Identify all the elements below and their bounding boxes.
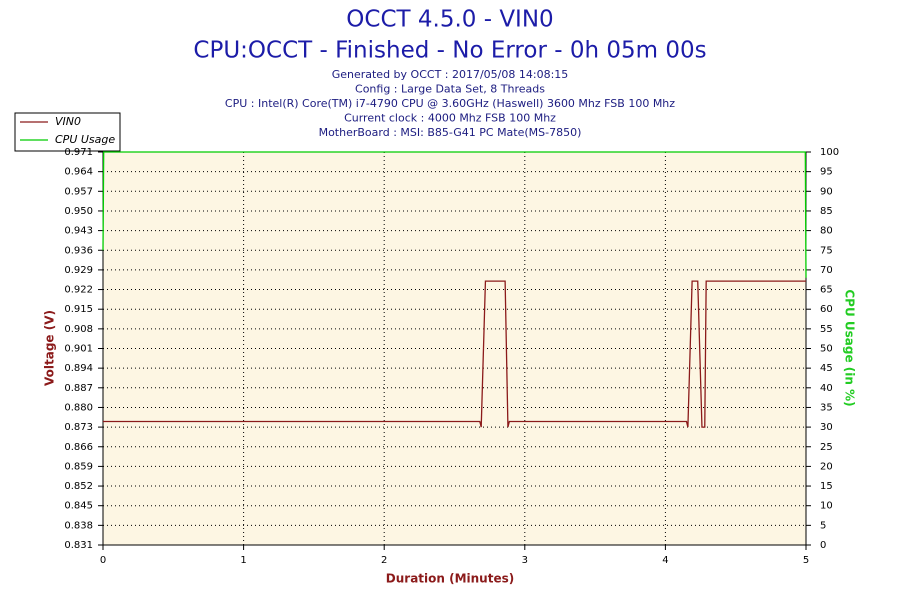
y2-tick-label: 100 (820, 147, 839, 158)
y2-tick-label: 60 (820, 304, 833, 315)
plot-area (102, 151, 807, 546)
y-tick-label: 0.950 (64, 206, 93, 217)
y-tick-label: 0.971 (64, 147, 93, 158)
y-tick-label: 0.831 (64, 540, 93, 551)
y2-tick-label: 5 (820, 520, 826, 531)
y-tick-label: 0.887 (64, 383, 93, 394)
x-tick-label: 4 (662, 555, 668, 566)
y2-tick-label: 25 (820, 442, 833, 453)
x-tick-label: 1 (240, 555, 246, 566)
y2-tick-label: 95 (820, 167, 833, 178)
y-tick-label: 0.915 (64, 304, 93, 315)
y2-tick-label: 40 (820, 383, 833, 394)
y2-tick-label: 20 (820, 461, 833, 472)
series-line (103, 280, 806, 428)
y-tick-label: 0.866 (64, 442, 93, 453)
y-tick-label: 0.894 (64, 363, 93, 374)
y2-tick-label: 10 (820, 501, 833, 512)
y-tick-label: 0.908 (64, 324, 93, 335)
info-line: Generated by OCCT : 2017/05/08 14:08:15 (332, 68, 569, 81)
y-tick-label: 0.845 (64, 501, 93, 512)
y-tick-label: 0.964 (64, 167, 93, 178)
legend (14, 112, 121, 152)
y2-tick-label: 45 (820, 363, 833, 374)
y-tick-label: 0.859 (64, 461, 93, 472)
info-line: MotherBoard : MSI: B85-G41 PC Mate(MS-78… (319, 126, 582, 139)
y2-tick-label: 35 (820, 402, 833, 413)
info-line: Config : Large Data Set, 8 Threads (355, 83, 545, 96)
y2-tick-label: 50 (820, 344, 833, 355)
y-tick-label: 0.929 (64, 265, 93, 276)
x-tick-label: 2 (381, 555, 387, 566)
chart-subtitle: CPU:OCCT - Finished - No Error - 0h 05m … (193, 38, 706, 64)
x-tick-label: 5 (803, 555, 809, 566)
y2-tick-label: 30 (820, 422, 833, 433)
legend-label: VIN0 (55, 115, 81, 128)
x-axis-title: Duration (Minutes) (386, 572, 514, 586)
series-line (102, 151, 807, 278)
y-tick-label: 0.943 (64, 226, 93, 237)
info-line: CPU : Intel(R) Core(TM) i7-4790 CPU @ 3.… (225, 97, 675, 110)
y2-tick-label: 80 (820, 226, 833, 237)
y2-tick-label: 65 (820, 285, 833, 296)
legend-label: CPU Usage (55, 133, 115, 146)
y2-tick-label: 70 (820, 265, 833, 276)
x-tick-label: 3 (522, 555, 528, 566)
y-tick-label: 0.922 (64, 285, 93, 296)
y2-tick-label: 55 (820, 324, 833, 335)
y2-tick-label: 90 (820, 186, 833, 197)
y2-tick-label: 75 (820, 245, 833, 256)
y2-tick-label: 15 (820, 481, 833, 492)
x-tick-label: 0 (100, 555, 106, 566)
chart-title: OCCT 4.5.0 - VIN0 (346, 7, 553, 33)
y-tick-label: 0.957 (64, 186, 93, 197)
y-axis-title: Voltage (V) (43, 310, 57, 386)
y2-tick-label: 85 (820, 206, 833, 217)
y-tick-label: 0.838 (64, 520, 93, 531)
y-tick-label: 0.852 (64, 481, 93, 492)
info-line: Current clock : 4000 Mhz FSB 100 Mhz (344, 112, 556, 125)
y2-tick-label: 0 (820, 540, 826, 551)
y-tick-label: 0.901 (64, 344, 93, 355)
y2-axis-title: CPU Usage (in %) (843, 289, 857, 406)
y-tick-label: 0.873 (64, 422, 93, 433)
y-tick-label: 0.880 (64, 402, 93, 413)
y-tick-label: 0.936 (64, 245, 93, 256)
